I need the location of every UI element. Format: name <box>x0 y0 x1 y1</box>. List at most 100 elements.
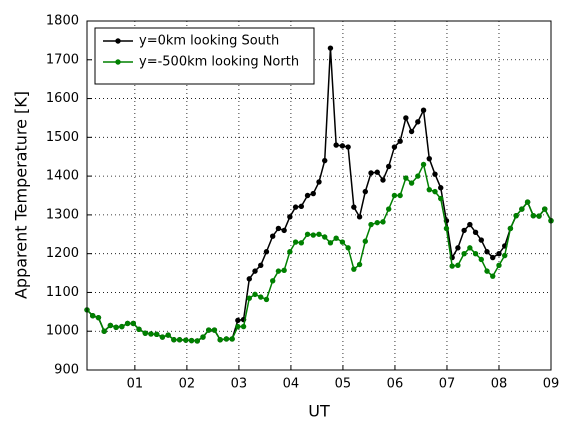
data-point <box>461 227 467 234</box>
y-tick-label: 1700 <box>46 52 79 67</box>
data-point <box>287 249 293 255</box>
data-point <box>270 233 276 239</box>
data-point <box>310 232 316 238</box>
data-point <box>397 138 403 144</box>
data-point <box>502 252 508 259</box>
x-axis-label: UT <box>308 402 330 421</box>
data-point <box>252 291 258 298</box>
data-point <box>362 238 368 244</box>
data-point <box>176 337 183 343</box>
legend-label: y=0km looking South <box>139 34 279 49</box>
data-point <box>368 170 374 176</box>
data-point <box>124 320 131 327</box>
data-point <box>339 239 346 245</box>
data-point <box>165 332 171 338</box>
x-tick-label: 01 <box>127 377 144 392</box>
data-point <box>275 225 282 232</box>
data-point <box>351 204 357 210</box>
data-point <box>217 337 223 343</box>
data-point <box>472 250 479 257</box>
data-point <box>292 204 299 210</box>
data-point <box>345 144 351 150</box>
data-point <box>292 239 299 245</box>
data-point <box>478 237 484 243</box>
legend: y=0km looking South y=-500km looking Nort… <box>94 27 315 85</box>
data-point <box>391 192 398 199</box>
x-tick-label: 05 <box>335 377 352 392</box>
data-point <box>119 323 125 330</box>
data-point <box>258 262 264 268</box>
x-tick-label: 09 <box>543 377 560 392</box>
data-point <box>183 337 189 343</box>
data-point <box>101 328 107 334</box>
data-point <box>316 179 322 185</box>
y-tick-label: 1100 <box>46 285 79 300</box>
data-point <box>380 177 386 183</box>
data-point <box>148 331 154 337</box>
data-point <box>95 314 102 321</box>
y-tick-label: 1400 <box>46 169 79 184</box>
data-point <box>333 142 339 148</box>
data-point <box>351 266 357 272</box>
data-point <box>484 249 490 255</box>
data-point <box>513 212 519 219</box>
data-point <box>420 161 427 168</box>
data-point <box>467 221 473 228</box>
data-point <box>391 144 398 150</box>
data-point <box>507 225 514 232</box>
data-point <box>542 206 548 212</box>
data-point <box>200 334 206 340</box>
data-point <box>188 337 195 344</box>
data-point <box>281 267 287 274</box>
data-point <box>270 278 276 284</box>
data-point <box>316 231 322 237</box>
data-point <box>426 186 432 193</box>
data-point <box>449 263 455 269</box>
series-line <box>86 48 552 342</box>
data-point <box>339 143 346 149</box>
data-point <box>356 214 363 220</box>
data-point <box>484 268 490 274</box>
data-point <box>374 169 380 175</box>
y-tick-label: 1500 <box>46 130 79 145</box>
data-point <box>194 338 200 344</box>
legend-label: y=-500km looking North <box>139 55 299 70</box>
data-point <box>235 323 241 330</box>
data-point <box>530 212 537 219</box>
data-point <box>420 107 427 113</box>
data-point <box>304 231 311 237</box>
data-point <box>304 192 311 199</box>
legend-marker <box>115 38 121 44</box>
data-point <box>403 175 409 181</box>
data-point <box>229 336 235 342</box>
data-point <box>310 190 316 197</box>
x-tick-label: 03 <box>231 377 248 392</box>
data-point <box>380 219 386 225</box>
data-point <box>246 295 252 301</box>
data-point <box>142 330 148 336</box>
data-point <box>275 268 282 274</box>
data-point <box>113 324 119 331</box>
legend-marker <box>115 59 121 65</box>
x-tick-label: 02 <box>179 377 196 392</box>
data-point <box>211 327 218 333</box>
data-point <box>159 334 166 340</box>
data-point <box>322 157 328 164</box>
data-point <box>415 119 421 125</box>
data-point <box>386 163 392 170</box>
data-point <box>374 219 380 226</box>
data-point <box>524 199 531 205</box>
y-tick-label: 1200 <box>46 246 79 261</box>
data-point <box>281 227 287 234</box>
data-point <box>298 240 305 246</box>
data-point <box>467 245 473 251</box>
data-point <box>235 317 241 324</box>
data-point <box>478 256 484 263</box>
data-point <box>206 327 212 333</box>
data-point <box>327 240 334 246</box>
x-tick-label: 07 <box>439 377 456 392</box>
data-point <box>403 115 409 121</box>
x-tick-label: 08 <box>491 377 508 392</box>
data-point <box>490 254 496 261</box>
y-tick-label: 1800 <box>46 14 79 29</box>
